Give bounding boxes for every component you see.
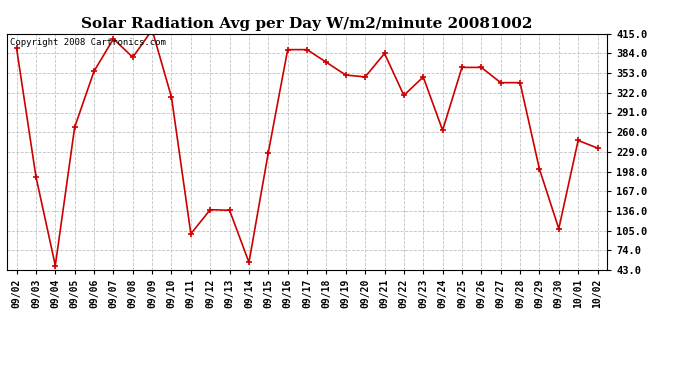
Title: Solar Radiation Avg per Day W/m2/minute 20081002: Solar Radiation Avg per Day W/m2/minute … <box>81 17 533 31</box>
Text: Copyright 2008 Cartronics.com: Copyright 2008 Cartronics.com <box>10 39 166 48</box>
